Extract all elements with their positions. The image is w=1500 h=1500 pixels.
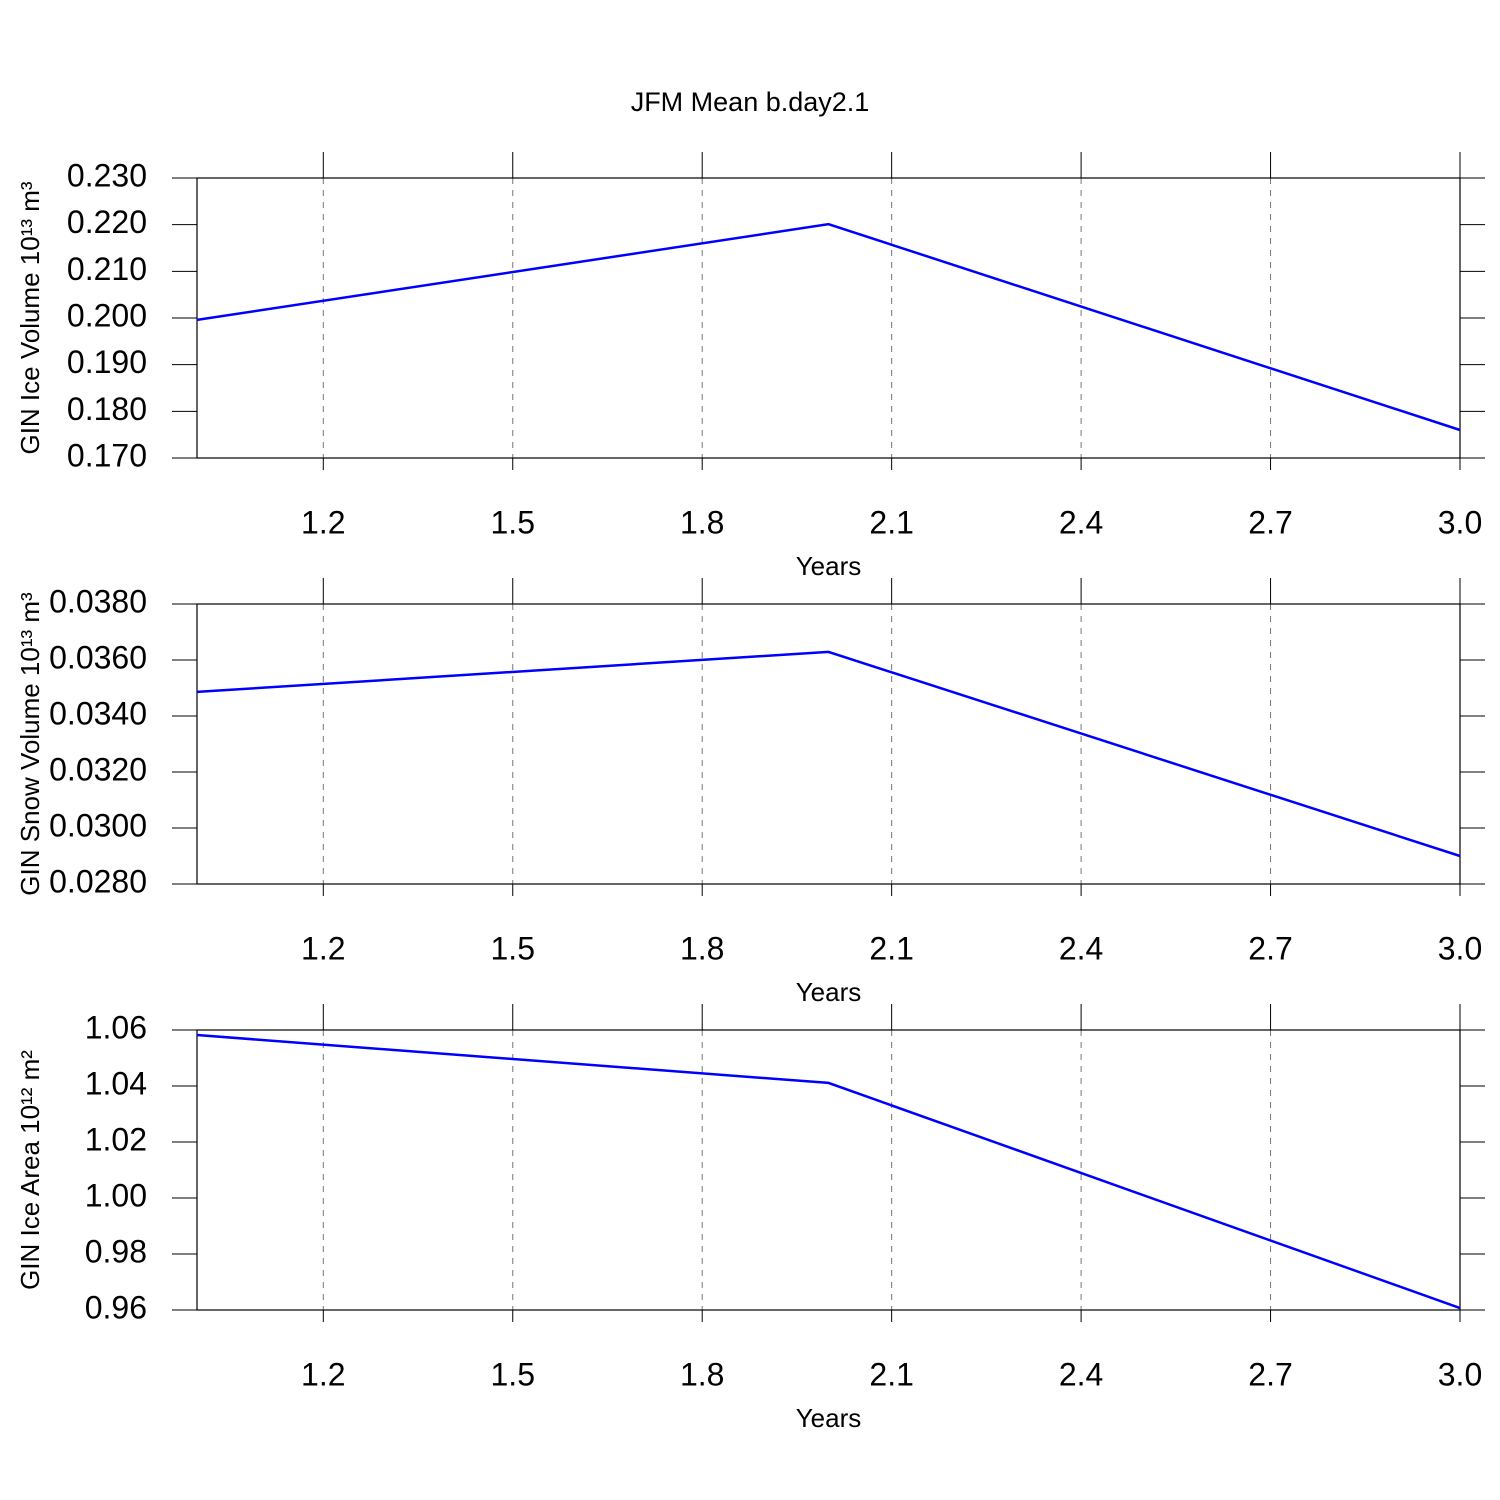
y-tick-label: 0.0320	[49, 751, 147, 787]
y-tick-label: 0.220	[67, 204, 147, 240]
x-tick-label: 2.7	[1248, 930, 1292, 966]
x-tick-label: 1.5	[491, 504, 535, 540]
x-tick-label: 1.5	[491, 1356, 535, 1392]
y-tick-label: 0.0280	[49, 863, 147, 899]
x-tick-label: 3.0	[1438, 930, 1482, 966]
x-tick-label: 2.7	[1248, 504, 1292, 540]
x-tick-label: 1.2	[301, 504, 345, 540]
y-tick-label: 0.0340	[49, 695, 147, 731]
y-tick-label: 1.04	[85, 1065, 147, 1101]
x-tick-label: 2.7	[1248, 1356, 1292, 1392]
x-tick-label: 2.1	[869, 504, 913, 540]
x-tick-label: 1.2	[301, 930, 345, 966]
plot-frame	[196, 177, 1461, 459]
y-tick-label: 0.0380	[49, 583, 147, 619]
x-axis-label: Years	[796, 1403, 862, 1433]
y-tick-label: 0.200	[67, 297, 147, 333]
plot-frame	[196, 603, 1461, 885]
y-axis-label: GIN Ice Volume 10¹³ m³	[15, 181, 45, 454]
x-tick-label: 2.4	[1059, 930, 1103, 966]
y-tick-label: 0.180	[67, 391, 147, 427]
x-tick-label: 2.1	[869, 1356, 913, 1392]
y-axis-label: GIN Ice Area 10¹² m²	[15, 1050, 45, 1290]
y-tick-label: 0.230	[67, 157, 147, 193]
x-tick-label: 2.1	[869, 930, 913, 966]
plot-frame	[196, 1029, 1461, 1311]
x-tick-label: 3.0	[1438, 1356, 1482, 1392]
x-tick-label: 3.0	[1438, 504, 1482, 540]
chart-title: JFM Mean b.day2.1	[631, 87, 870, 117]
y-tick-label: 0.170	[67, 437, 147, 473]
y-tick-label: 0.0360	[49, 639, 147, 675]
y-tick-label: 0.190	[67, 344, 147, 380]
x-tick-label: 1.8	[680, 930, 724, 966]
x-tick-label: 1.8	[680, 1356, 724, 1392]
y-tick-label: 0.210	[67, 251, 147, 287]
y-tick-label: 0.98	[85, 1233, 147, 1269]
y-tick-label: 1.06	[85, 1009, 147, 1045]
x-tick-label: 1.2	[301, 1356, 345, 1392]
y-tick-label: 1.02	[85, 1121, 147, 1157]
y-tick-label: 0.96	[85, 1289, 147, 1325]
data-line	[196, 222, 1461, 432]
x-tick-label: 1.8	[680, 504, 724, 540]
x-tick-label: 1.5	[491, 930, 535, 966]
data-line	[196, 650, 1461, 858]
data-line	[196, 1033, 1461, 1310]
x-axis-label: Years	[796, 977, 862, 1007]
y-axis-label: GIN Snow Volume 10¹³ m³	[15, 592, 45, 896]
x-axis-label: Years	[796, 551, 862, 581]
y-tick-label: 1.00	[85, 1177, 147, 1213]
x-tick-label: 2.4	[1059, 1356, 1103, 1392]
x-tick-label: 2.4	[1059, 504, 1103, 540]
y-tick-label: 0.0300	[49, 807, 147, 843]
